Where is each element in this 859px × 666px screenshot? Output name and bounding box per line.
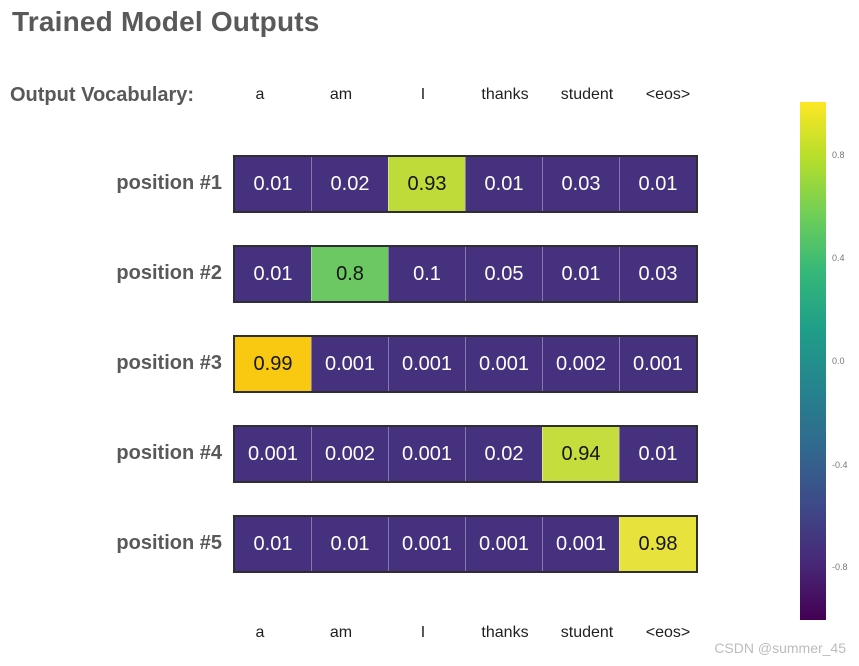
- heatmap-row: 0.001 0.002 0.001 0.02 0.94 0.01: [233, 425, 698, 483]
- prob-cell: 0.03: [619, 247, 696, 301]
- output-vocabulary-label: Output Vocabulary:: [10, 84, 195, 106]
- vocab-label-top: <eos>: [645, 86, 691, 103]
- row-label-position-1: position #1: [116, 172, 222, 194]
- colorbar-tick: -0.8: [832, 562, 848, 572]
- row-label-position-3: position #3: [116, 352, 222, 374]
- vocab-label-top: I: [420, 86, 426, 103]
- vocab-label-bottom: <eos>: [645, 624, 691, 641]
- page-title: Trained Model Outputs: [12, 6, 320, 37]
- colorbar-tick: -0.4: [832, 460, 848, 470]
- heatmap-row: 0.99 0.001 0.001 0.001 0.002 0.001: [233, 335, 698, 393]
- prob-cell: 0.001: [388, 517, 465, 571]
- prob-cell: 0.01: [235, 247, 311, 301]
- colorbar-gradient: [800, 102, 826, 620]
- prob-cell: 0.01: [465, 157, 542, 211]
- prob-cell: 0.01: [619, 157, 696, 211]
- prob-cell: 0.001: [311, 337, 388, 391]
- prob-cell: 0.01: [619, 427, 696, 481]
- heatmap-row: 0.01 0.01 0.001 0.001 0.001 0.98: [233, 515, 698, 573]
- prob-cell: 0.93: [388, 157, 465, 211]
- vocab-label-top: student: [560, 86, 614, 103]
- prob-cell: 0.02: [311, 157, 388, 211]
- prob-cell: 0.001: [542, 517, 619, 571]
- row-label-position-4: position #4: [116, 442, 222, 464]
- prob-cell: 0.002: [311, 427, 388, 481]
- vocab-label-bottom: student: [560, 624, 614, 641]
- vocab-label-bottom: am: [329, 624, 353, 641]
- heatmap-row: 0.01 0.02 0.93 0.01 0.03 0.01: [233, 155, 698, 213]
- row-label-position-2: position #2: [116, 262, 222, 284]
- vocab-label-top: am: [329, 86, 353, 103]
- prob-cell: 0.001: [388, 427, 465, 481]
- prob-cell: 0.001: [465, 337, 542, 391]
- prob-cell: 0.02: [465, 427, 542, 481]
- prob-cell: 0.01: [542, 247, 619, 301]
- colorbar-tick: 0.8: [832, 150, 845, 160]
- prob-cell: 0.001: [235, 427, 311, 481]
- prob-cell: 0.05: [465, 247, 542, 301]
- prob-cell: 0.8: [311, 247, 388, 301]
- prob-cell: 0.1: [388, 247, 465, 301]
- vocab-label-bottom: a: [255, 624, 265, 641]
- row-label-position-5: position #5: [116, 532, 222, 554]
- watermark: CSDN @summer_45: [714, 640, 846, 656]
- prob-cell: 0.01: [235, 517, 311, 571]
- vocab-label-bottom: I: [420, 624, 426, 641]
- prob-cell: 0.001: [465, 517, 542, 571]
- vocab-label-bottom: thanks: [481, 624, 529, 641]
- prob-cell: 0.03: [542, 157, 619, 211]
- colorbar-tick: 0.4: [832, 253, 845, 263]
- prob-cell: 0.002: [542, 337, 619, 391]
- vocab-label-top: a: [255, 86, 265, 103]
- prob-cell: 0.001: [619, 337, 696, 391]
- colorbar-tick: 0.0: [832, 356, 845, 366]
- heatmap-row: 0.01 0.8 0.1 0.05 0.01 0.03: [233, 245, 698, 303]
- prob-cell: 0.99: [235, 337, 311, 391]
- prob-cell: 0.01: [235, 157, 311, 211]
- vocab-label-top: thanks: [481, 86, 529, 103]
- prob-cell: 0.94: [542, 427, 619, 481]
- prob-cell: 0.01: [311, 517, 388, 571]
- prob-cell: 0.98: [619, 517, 696, 571]
- prob-cell: 0.001: [388, 337, 465, 391]
